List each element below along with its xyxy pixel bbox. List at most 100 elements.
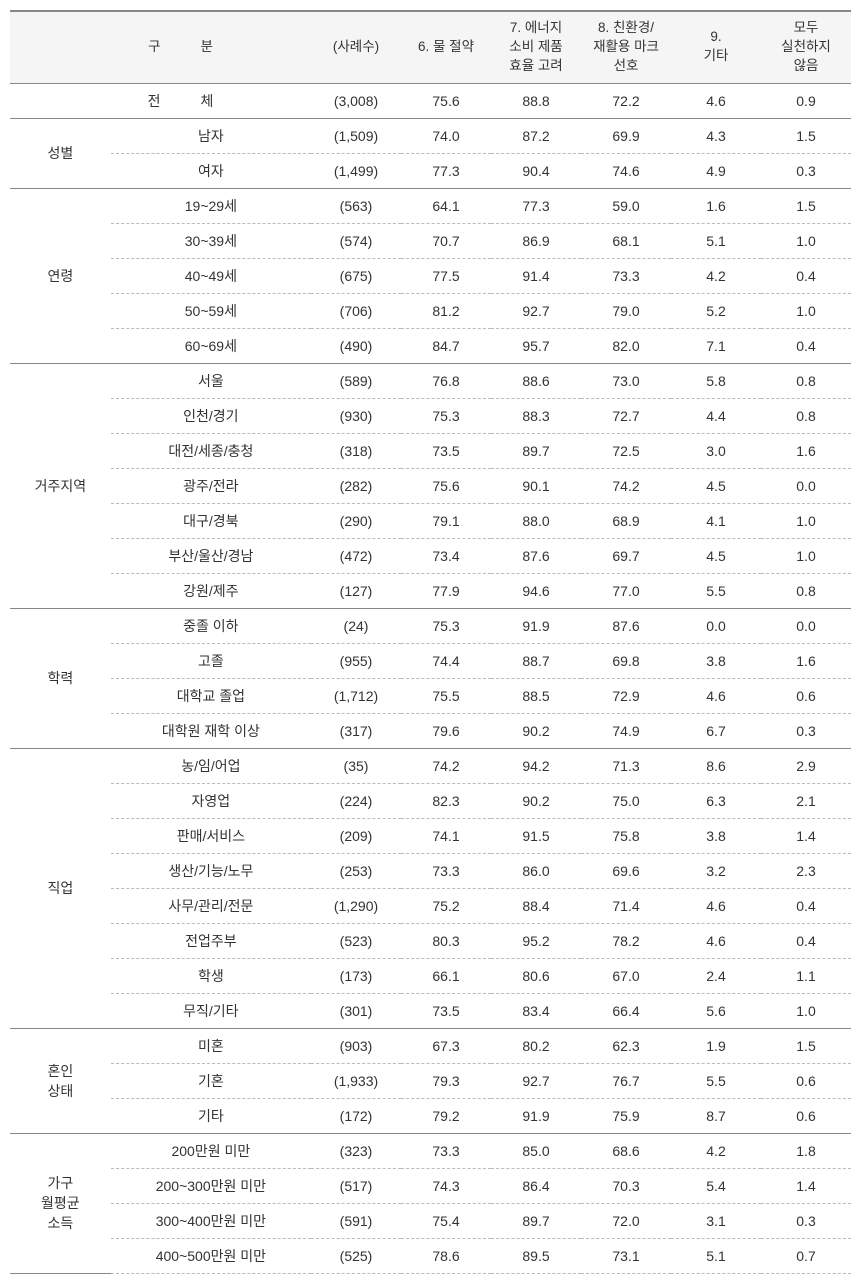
- cell-v: 0.4: [761, 923, 851, 958]
- cell-v: 6.3: [671, 783, 761, 818]
- cell-v: 89.7: [491, 1203, 581, 1238]
- cell-v: 76.8: [401, 363, 491, 398]
- cell-v: 88.7: [491, 643, 581, 678]
- subcategory-label: 자영업: [111, 783, 311, 818]
- cell-v: 5.6: [671, 993, 761, 1028]
- cell-v: 5.4: [671, 1168, 761, 1203]
- subcategory-label: 남자: [111, 118, 311, 153]
- cell-v: 89.7: [491, 433, 581, 468]
- cell-v: 82.3: [401, 783, 491, 818]
- cell-v: 64.1: [401, 188, 491, 223]
- cell-v: 0.3: [761, 1203, 851, 1238]
- cell-n: (472): [311, 538, 401, 573]
- subcategory-label: 부산/울산/경남: [111, 538, 311, 573]
- cell-v: 92.7: [491, 293, 581, 328]
- cell-v: 75.8: [581, 818, 671, 853]
- cell-v: 88.6: [491, 363, 581, 398]
- cell-n: (517): [311, 1168, 401, 1203]
- table-row: 학생(173)66.180.667.02.41.1: [10, 958, 851, 993]
- subcategory-label: 판매/서비스: [111, 818, 311, 853]
- cell-v: 91.4: [491, 258, 581, 293]
- cell-v: 3.8: [671, 818, 761, 853]
- cell-v: 74.3: [401, 1168, 491, 1203]
- subcategory-label: 여자: [111, 153, 311, 188]
- table-row: 대전/세종/충청(318)73.589.772.53.01.6: [10, 433, 851, 468]
- cell-v: 71.4: [581, 888, 671, 923]
- subcategory-label: 미혼: [111, 1028, 311, 1063]
- cell-v: 72.0: [581, 1203, 671, 1238]
- cell-v: 4.6: [671, 923, 761, 958]
- cell-v: 75.9: [581, 1098, 671, 1133]
- cell-v: 79.1: [401, 503, 491, 538]
- cell-v: 1.5: [761, 118, 851, 153]
- cell-v: 70.7: [401, 223, 491, 258]
- cell-v: 62.3: [581, 1028, 671, 1063]
- cell-v: 0.0: [671, 608, 761, 643]
- cell-v: 1.0: [761, 293, 851, 328]
- subcategory-label: 대구/경북: [111, 503, 311, 538]
- table-row: 혼인 상태미혼(903)67.380.262.31.91.5: [10, 1028, 851, 1063]
- col-energy-efficiency: 7. 에너지 소비 제품 효율 고려: [491, 11, 581, 83]
- cell-n: (930): [311, 398, 401, 433]
- cell-v: 90.4: [491, 153, 581, 188]
- cell-n: (209): [311, 818, 401, 853]
- table-row: 가구 월평균 소득200만원 미만(323)73.385.068.64.21.8: [10, 1133, 851, 1168]
- cell-n: (563): [311, 188, 401, 223]
- table-row: 대구/경북(290)79.188.068.94.11.0: [10, 503, 851, 538]
- cell-v: 69.8: [581, 643, 671, 678]
- subcategory-label: 전업주부: [111, 923, 311, 958]
- cell-n: (589): [311, 363, 401, 398]
- cell-v: 1.6: [761, 643, 851, 678]
- cell-v: 75.0: [581, 783, 671, 818]
- cell-v: 67.0: [581, 958, 671, 993]
- table-row: 무직/기타(301)73.583.466.45.61.0: [10, 993, 851, 1028]
- total-row: 전체(3,008)75.688.872.24.60.9: [10, 83, 851, 118]
- cell-v: 0.4: [761, 888, 851, 923]
- col-category: 구분: [10, 11, 311, 83]
- cell-v: 1.0: [761, 993, 851, 1028]
- cell-v: 2.4: [671, 958, 761, 993]
- cell-n: (323): [311, 1133, 401, 1168]
- cell-n: (675): [311, 258, 401, 293]
- cell-v: 4.3: [671, 118, 761, 153]
- category-label: 성별: [10, 118, 111, 188]
- cell-v: 5.1: [671, 223, 761, 258]
- cell-v: 69.9: [581, 118, 671, 153]
- cell-n: (574): [311, 223, 401, 258]
- cell-v: 0.4: [761, 258, 851, 293]
- category-label: 가구 월평균 소득: [10, 1133, 111, 1273]
- cell-v: 66.4: [581, 993, 671, 1028]
- cell-v: 1.0: [761, 538, 851, 573]
- cell-v: 3.1: [671, 1203, 761, 1238]
- cell-v: 90.1: [491, 468, 581, 503]
- cell-v: 89.5: [491, 1238, 581, 1273]
- cell-v: 75.4: [401, 1203, 491, 1238]
- cell-v: 77.9: [401, 573, 491, 608]
- cell-v: 1.0: [761, 223, 851, 258]
- subcategory-label: 200만원 미만: [111, 1133, 311, 1168]
- cell-v: 75.6: [401, 83, 491, 118]
- table-row: 30~39세(574)70.786.968.15.11.0: [10, 223, 851, 258]
- cell-v: 4.6: [671, 678, 761, 713]
- cell-v: 83.4: [491, 993, 581, 1028]
- subcategory-label: 50~59세: [111, 293, 311, 328]
- cell-v: 75.3: [401, 608, 491, 643]
- subcategory-label: 생산/기능/노무: [111, 853, 311, 888]
- subcategory-label: 사무/관리/전문: [111, 888, 311, 923]
- cell-v: 69.7: [581, 538, 671, 573]
- category-label: 연령: [10, 188, 111, 363]
- table-row: 학력중졸 이하(24)75.391.987.60.00.0: [10, 608, 851, 643]
- cell-v: 87.6: [491, 538, 581, 573]
- category-label: 혼인 상태: [10, 1028, 111, 1133]
- cell-v: 5.5: [671, 1063, 761, 1098]
- cell-n: (35): [311, 748, 401, 783]
- cell-v: 80.6: [491, 958, 581, 993]
- cell-v: 73.5: [401, 433, 491, 468]
- table-row: 300~400만원 미만(591)75.489.772.03.10.3: [10, 1203, 851, 1238]
- cell-v: 86.4: [491, 1168, 581, 1203]
- table-row: 자영업(224)82.390.275.06.32.1: [10, 783, 851, 818]
- cell-v: 80.2: [491, 1028, 581, 1063]
- cell-v: 74.0: [401, 118, 491, 153]
- cell-v: 77.3: [491, 188, 581, 223]
- cell-n: (591): [311, 1203, 401, 1238]
